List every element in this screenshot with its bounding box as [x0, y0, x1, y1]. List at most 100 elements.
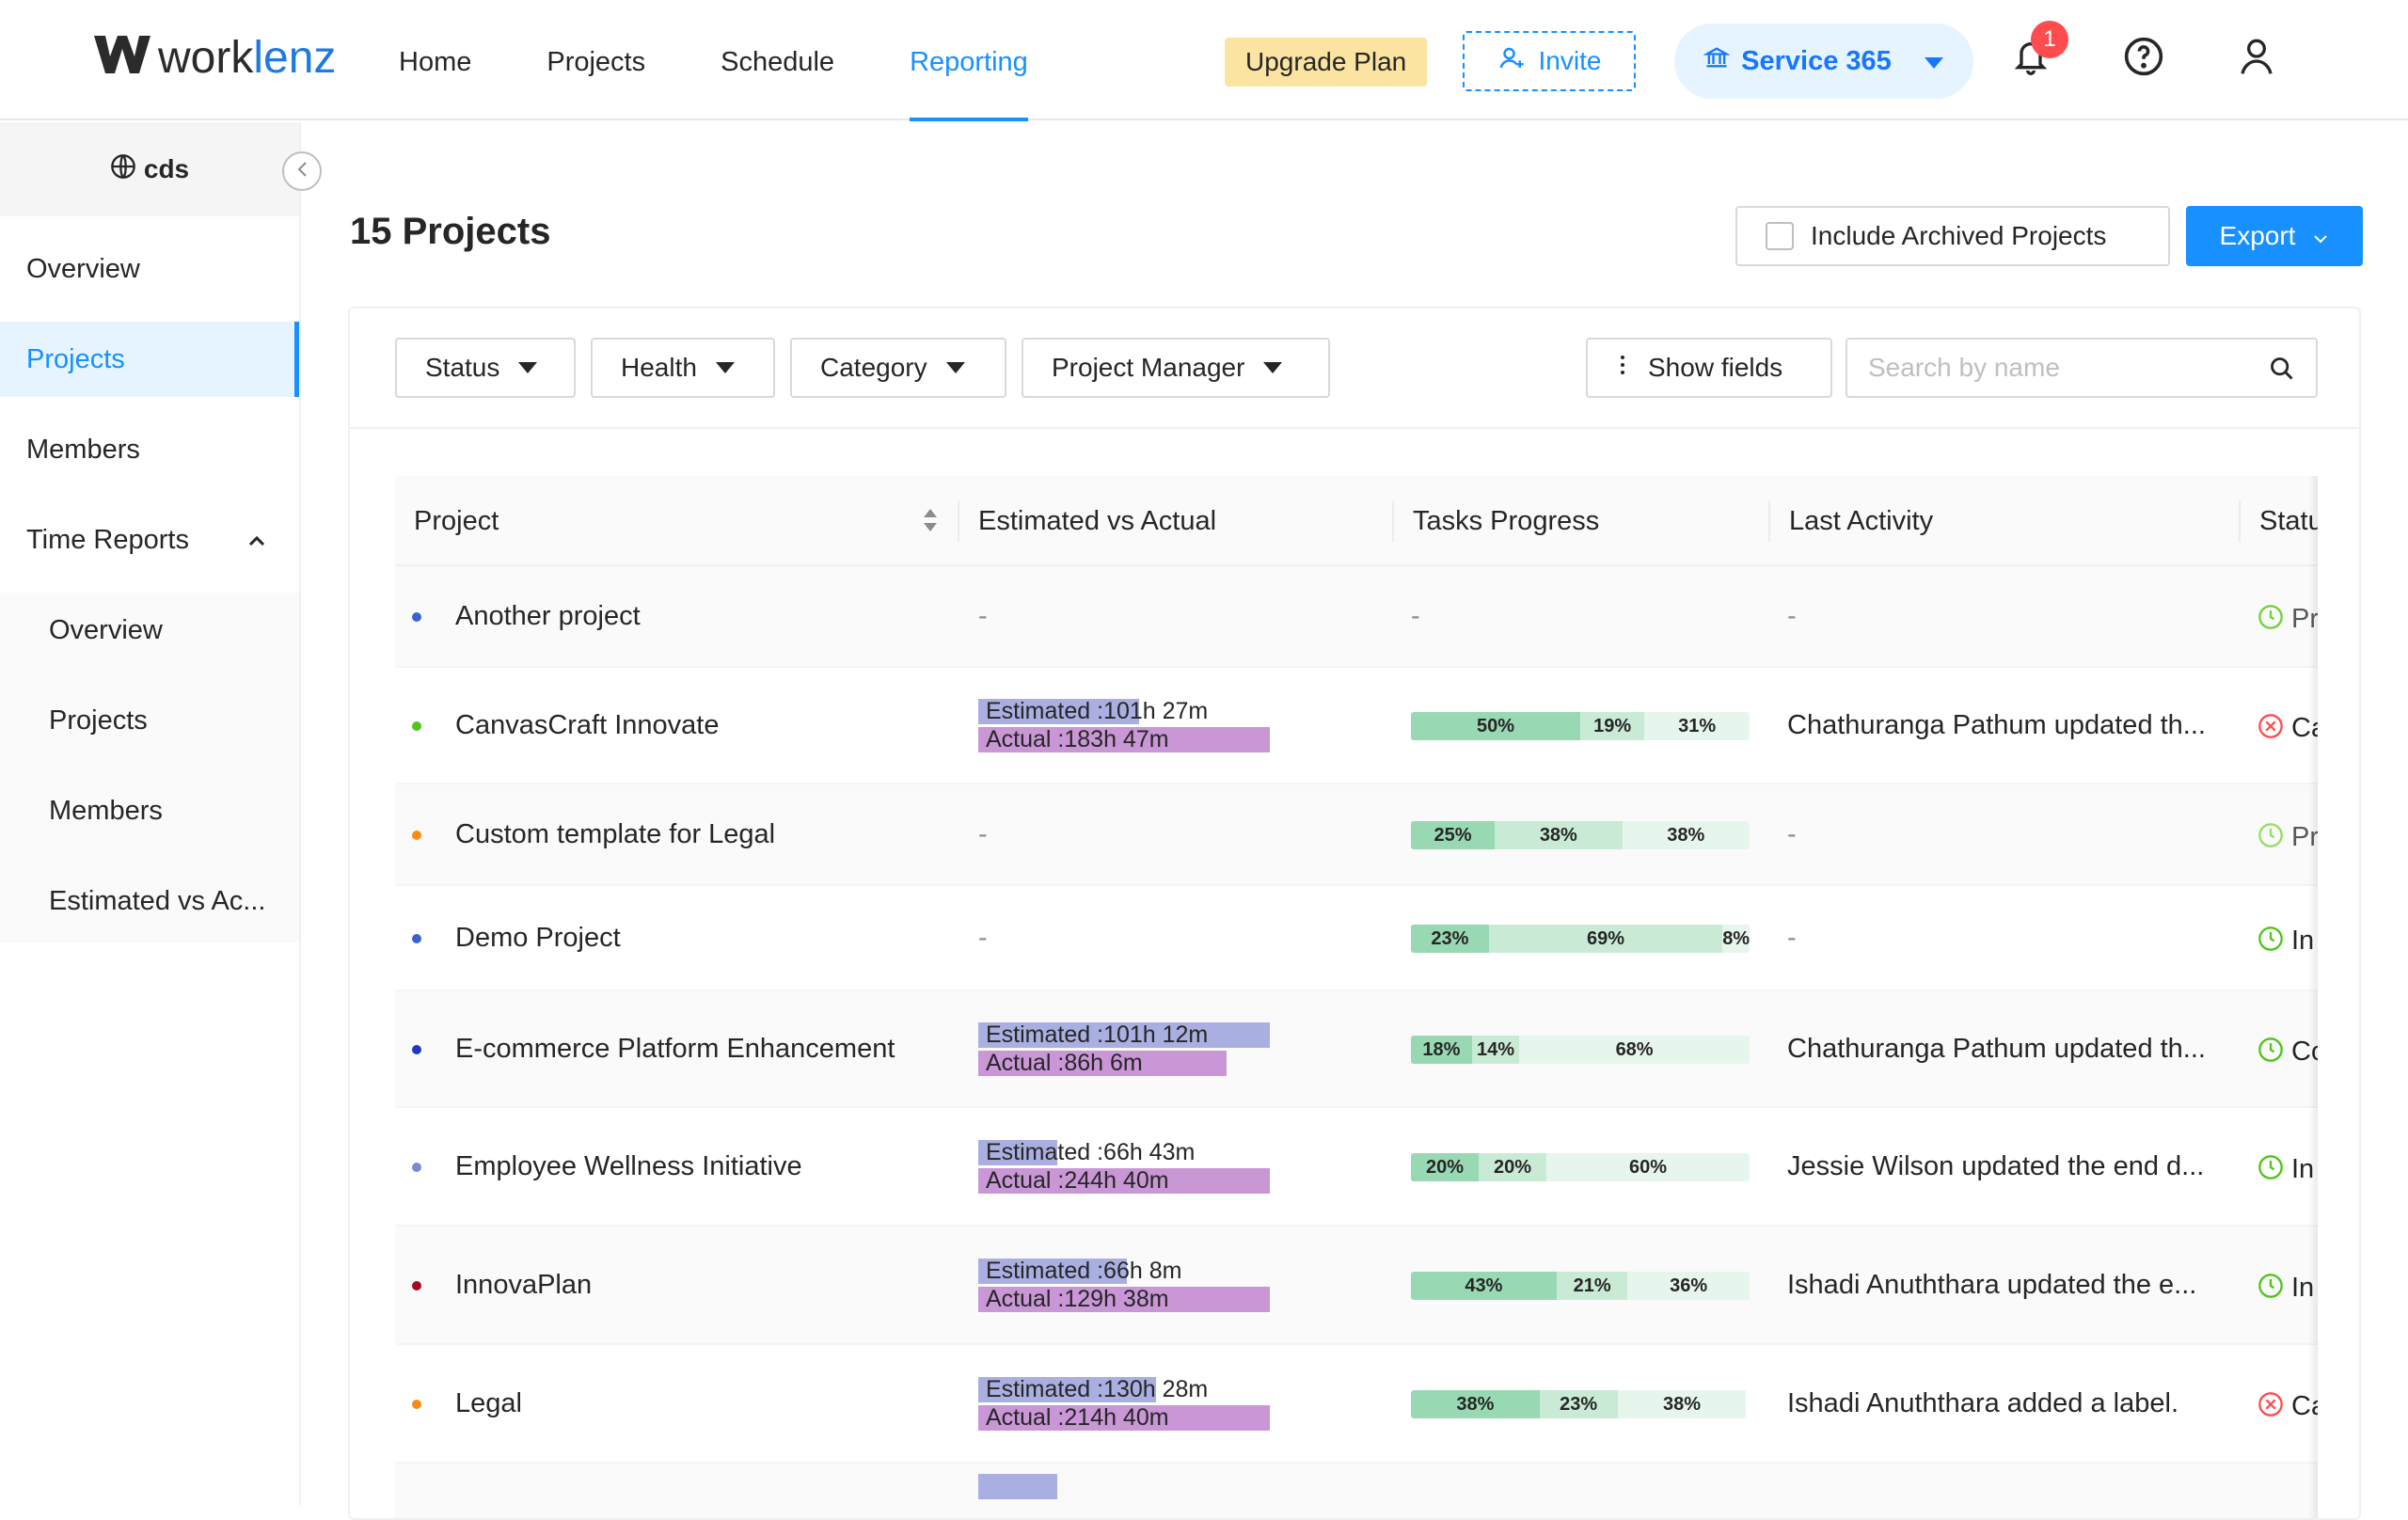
- health-filter-label: Health: [621, 353, 697, 382]
- status-filter[interactable]: Status: [395, 338, 576, 398]
- table-row[interactable]: Demo Project - 23% 69% 8% - In: [395, 886, 2318, 991]
- search-icon[interactable]: [2269, 356, 2295, 387]
- actual-row: [978, 1500, 1279, 1518]
- submenu-item-overview[interactable]: Overview: [49, 615, 163, 645]
- tasks-progress-bar[interactable]: 23% 69% 8%: [1411, 925, 1750, 953]
- progress-todo-segment: 31%: [1644, 712, 1750, 740]
- category-filter[interactable]: Category: [790, 338, 1006, 398]
- column-header-tasks-progress[interactable]: Tasks Progress: [1413, 506, 1600, 536]
- caret-down-icon: [715, 362, 735, 373]
- progress-done-segment: 38%: [1411, 1390, 1540, 1418]
- include-archived-checkbox[interactable]: [1766, 222, 1794, 250]
- nav-home[interactable]: Home: [399, 47, 472, 77]
- tasks-progress-bar[interactable]: 38% 23% 38%: [1411, 1390, 1750, 1418]
- caret-down-icon: [1924, 46, 1944, 77]
- status-cell[interactable]: Pr: [2258, 822, 2318, 853]
- project-name[interactable]: InnovaPlan: [455, 1270, 593, 1300]
- estimated-bar: [978, 699, 1139, 724]
- workspace-header: cds: [0, 122, 299, 216]
- collapse-sidebar-button[interactable]: [282, 151, 322, 191]
- empty-estimate: -: [978, 819, 988, 849]
- table-row[interactable]: CanvasCraft Innovate Estimated :101h 27m A…: [395, 668, 2318, 784]
- project-name[interactable]: Custom template for Legal: [455, 819, 776, 849]
- include-archived-toggle[interactable]: Include Archived Projects: [1735, 206, 2170, 266]
- sidebar-item-projects[interactable]: Projects: [0, 322, 299, 397]
- actual-bar: [978, 1051, 1227, 1076]
- profile-button[interactable]: [2232, 34, 2281, 83]
- project-color-dot: [412, 1045, 421, 1054]
- sort-icon[interactable]: [922, 507, 939, 538]
- submenu-item-estimated-vs-actual[interactable]: Estimated vs Ac...: [49, 886, 266, 916]
- column-header-status[interactable]: Statu: [2259, 506, 2318, 536]
- show-fields-button[interactable]: Show fields: [1586, 338, 1832, 398]
- project-color-dot: [412, 1281, 421, 1290]
- question-circle-icon: [2123, 36, 2164, 82]
- table-row[interactable]: InnovaPlan Estimated :66h 8m Actual :129h …: [395, 1227, 2318, 1345]
- table-header: Project Estimated vs Actual Tasks Progre…: [395, 476, 2318, 566]
- tasks-progress-bar[interactable]: 25% 38% 38%: [1411, 821, 1750, 849]
- nav-schedule[interactable]: Schedule: [721, 47, 835, 77]
- table-row[interactable]: Legal Estimated :130h 28m Actual :214h 40m…: [395, 1345, 2318, 1464]
- project-name[interactable]: Legal: [455, 1388, 522, 1418]
- status-cell[interactable]: Ca: [2258, 1391, 2318, 1422]
- actual-row: Actual :183h 47m: [978, 725, 1279, 753]
- submenu-item-projects[interactable]: Projects: [49, 705, 148, 736]
- submenu-item-members[interactable]: Members: [49, 796, 163, 826]
- worklenz-logo[interactable]: worklenz: [92, 30, 336, 87]
- estimated-label: Estimated :101h 12m: [986, 1021, 1209, 1048]
- sidebar-item-time-reports[interactable]: Time Reports: [0, 502, 299, 578]
- clock-circle-icon: [2258, 822, 2284, 853]
- project-name[interactable]: E-commerce Platform Enhancement: [455, 1034, 895, 1064]
- show-fields-label: Show fields: [1648, 353, 1783, 382]
- chevron-left-icon: [295, 159, 309, 183]
- status-cell[interactable]: In: [2258, 1154, 2314, 1185]
- organization-switcher[interactable]: Service 365: [1674, 24, 1973, 99]
- status-cell[interactable]: Co: [2258, 1037, 2318, 1068]
- project-name[interactable]: Another project: [455, 601, 641, 631]
- project-name[interactable]: CanvasCraft Innovate: [455, 710, 720, 740]
- table-row[interactable]: Another project - - - Pr: [395, 566, 2318, 668]
- column-header-project[interactable]: Project: [414, 506, 499, 536]
- last-activity: Jessie Wilson updated the end d...: [1787, 1151, 2205, 1181]
- tasks-progress-bar[interactable]: 20% 20% 60%: [1411, 1153, 1750, 1181]
- project-name[interactable]: Demo Project: [455, 923, 621, 953]
- caret-down-icon: [1263, 362, 1283, 373]
- progress-todo-segment: 38%: [1622, 821, 1750, 849]
- search-input[interactable]: [1846, 338, 2318, 398]
- status-filter-label: Status: [425, 353, 500, 382]
- upgrade-plan-button[interactable]: Upgrade Plan: [1225, 38, 1428, 87]
- table-row[interactable]: Employee Wellness Initiative Estimated :6…: [395, 1108, 2318, 1227]
- column-separator: [2239, 500, 2241, 542]
- table-row[interactable]: E-commerce Platform Enhancement Estimated…: [395, 991, 2318, 1108]
- page-title: 15 Projects: [350, 211, 551, 252]
- project-manager-filter[interactable]: Project Manager: [1022, 338, 1330, 398]
- sidebar-item-members[interactable]: Members: [26, 435, 140, 465]
- tasks-progress-bar[interactable]: 43% 21% 36%: [1411, 1272, 1750, 1300]
- health-filter[interactable]: Health: [591, 338, 775, 398]
- table-row[interactable]: [395, 1464, 2318, 1518]
- project-name[interactable]: Employee Wellness Initiative: [455, 1151, 802, 1181]
- table-row[interactable]: Custom template for Legal -25% 38% 38% - Pr: [395, 784, 2318, 886]
- nav-projects[interactable]: Projects: [547, 47, 646, 77]
- actual-bar: [978, 1168, 1270, 1194]
- status-cell[interactable]: Ca: [2258, 713, 2318, 744]
- invite-button[interactable]: Invite: [1463, 31, 1636, 91]
- status-label: In: [2291, 926, 2315, 956]
- column-header-last-activity[interactable]: Last Activity: [1789, 506, 1934, 536]
- project-color-dot: [412, 721, 421, 731]
- tasks-progress-bar[interactable]: 18% 14% 68%: [1411, 1036, 1750, 1064]
- tasks-progress-bar[interactable]: 50% 19% 31%: [1411, 712, 1750, 740]
- nav-reporting[interactable]: Reporting: [910, 0, 1028, 121]
- status-cell[interactable]: Pr: [2258, 604, 2318, 635]
- estimated-bar: [978, 1022, 1270, 1048]
- progress-doing-segment: 20%: [1479, 1153, 1546, 1181]
- column-header-estimated-vs-actual[interactable]: Estimated vs Actual: [978, 506, 1217, 536]
- status-cell[interactable]: In: [2258, 926, 2314, 957]
- empty-estimate: -: [978, 923, 988, 953]
- sidebar-item-overview[interactable]: Overview: [26, 254, 140, 284]
- status-cell[interactable]: In: [2258, 1273, 2314, 1304]
- export-button[interactable]: Export: [2186, 206, 2363, 266]
- estimated-row: [978, 1472, 1279, 1500]
- status-label: Pr: [2291, 604, 2318, 634]
- help-button[interactable]: [2119, 34, 2168, 83]
